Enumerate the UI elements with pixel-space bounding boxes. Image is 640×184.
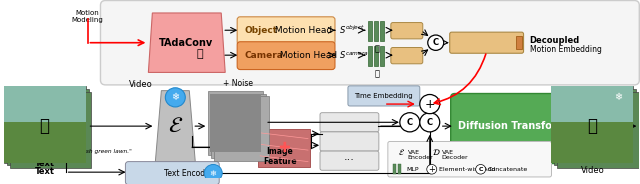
Bar (6, 89, 88, 165)
FancyBboxPatch shape (320, 113, 379, 132)
Text: VAE: VAE (408, 150, 420, 155)
FancyBboxPatch shape (320, 132, 379, 151)
Text: $\mathcal{D}$: $\mathcal{D}$ (609, 116, 628, 136)
FancyBboxPatch shape (237, 17, 335, 45)
Circle shape (427, 164, 436, 174)
Text: Decoupled: Decoupled (529, 36, 580, 45)
Text: Element-wise Add: Element-wise Add (439, 167, 495, 172)
Circle shape (420, 113, 440, 132)
Bar (380, 46, 384, 66)
Text: $S^{object}$: $S^{object}$ (339, 24, 365, 36)
Text: 🐕: 🐕 (588, 117, 597, 135)
FancyBboxPatch shape (391, 47, 423, 64)
Text: C: C (427, 118, 433, 127)
Text: C: C (407, 118, 413, 127)
Text: Motion Head: Motion Head (272, 26, 332, 35)
Circle shape (428, 35, 444, 50)
Text: C: C (479, 167, 483, 172)
Text: ❄: ❄ (172, 92, 179, 102)
Text: $\mathcal{E}$: $\mathcal{E}$ (168, 116, 183, 136)
Text: Time Embedding: Time Embedding (355, 93, 413, 99)
Bar (10, 92, 92, 168)
Bar (4, 86, 86, 163)
FancyBboxPatch shape (348, 86, 420, 106)
FancyBboxPatch shape (391, 23, 423, 39)
Bar (557, 92, 639, 168)
Text: ✚: ✚ (278, 141, 290, 155)
FancyBboxPatch shape (237, 42, 335, 70)
Bar (552, 122, 634, 163)
Text: +: + (428, 165, 435, 174)
Text: Motion
Modeling: Motion Modeling (72, 10, 104, 23)
Text: MLP: MLP (407, 167, 419, 172)
Circle shape (420, 95, 440, 114)
Text: 🔥: 🔥 (197, 49, 204, 59)
Bar (552, 86, 634, 122)
Text: Motion Embedding: Motion Embedding (529, 45, 602, 54)
FancyBboxPatch shape (451, 93, 591, 164)
Bar (374, 46, 378, 66)
Text: $\mathcal{E}$: $\mathcal{E}$ (398, 147, 405, 157)
Text: ···: ··· (344, 155, 355, 165)
Bar (552, 86, 634, 163)
Text: Motion Head: Motion Head (277, 51, 337, 60)
Text: $S^{camera}$: $S^{camera}$ (339, 49, 369, 61)
Bar (4, 122, 86, 163)
Text: ❄: ❄ (614, 92, 623, 102)
Text: 🔥: 🔥 (374, 70, 380, 79)
Circle shape (476, 164, 486, 174)
Text: Text: Text (35, 159, 54, 168)
Bar (398, 164, 401, 174)
Circle shape (165, 88, 186, 107)
Polygon shape (156, 91, 195, 162)
Text: 🐕: 🐕 (40, 117, 49, 135)
Bar (393, 164, 396, 174)
Text: 🔥: 🔥 (566, 124, 573, 137)
Text: Video: Video (129, 80, 152, 89)
Text: Text: Text (35, 167, 54, 176)
Bar (214, 96, 269, 161)
Circle shape (400, 113, 420, 132)
Text: Decoder: Decoder (442, 155, 468, 160)
FancyBboxPatch shape (125, 162, 220, 184)
Text: Text Encoder: Text Encoder (164, 169, 212, 178)
Text: C: C (433, 38, 439, 47)
FancyBboxPatch shape (450, 32, 524, 53)
Polygon shape (148, 13, 225, 72)
Text: Image
Feature: Image Feature (263, 147, 297, 166)
Text: VAE: VAE (442, 150, 454, 155)
Text: Camera: Camera (244, 51, 283, 60)
Text: ❄: ❄ (210, 169, 217, 178)
Bar (368, 46, 372, 66)
Bar (368, 21, 372, 41)
Bar (208, 91, 263, 155)
FancyBboxPatch shape (320, 151, 379, 170)
Text: "A dog running across a lush green lawn.": "A dog running across a lush green lawn.… (8, 149, 132, 154)
Text: Concatenate: Concatenate (488, 167, 528, 172)
Bar (210, 93, 261, 152)
Text: TAdaConv: TAdaConv (159, 38, 213, 48)
Bar (554, 89, 636, 165)
Polygon shape (600, 91, 637, 162)
Text: Video: Video (580, 166, 604, 175)
Text: Encoder: Encoder (408, 155, 433, 160)
Bar (4, 86, 86, 122)
Text: 🔥: 🔥 (374, 45, 380, 54)
Text: $\mathcal{D}$: $\mathcal{D}$ (432, 147, 440, 157)
Text: Diffusion Transformer: Diffusion Transformer (458, 121, 579, 131)
Bar (374, 21, 378, 41)
Text: + Noise: + Noise (223, 79, 253, 88)
Circle shape (204, 164, 222, 182)
Bar (380, 21, 384, 41)
Circle shape (609, 88, 628, 107)
Text: +: + (424, 98, 435, 111)
Bar (258, 129, 310, 167)
FancyBboxPatch shape (388, 141, 552, 177)
FancyBboxPatch shape (100, 1, 639, 85)
Bar (516, 36, 522, 49)
Bar (211, 93, 266, 158)
Text: Object: Object (244, 26, 277, 35)
